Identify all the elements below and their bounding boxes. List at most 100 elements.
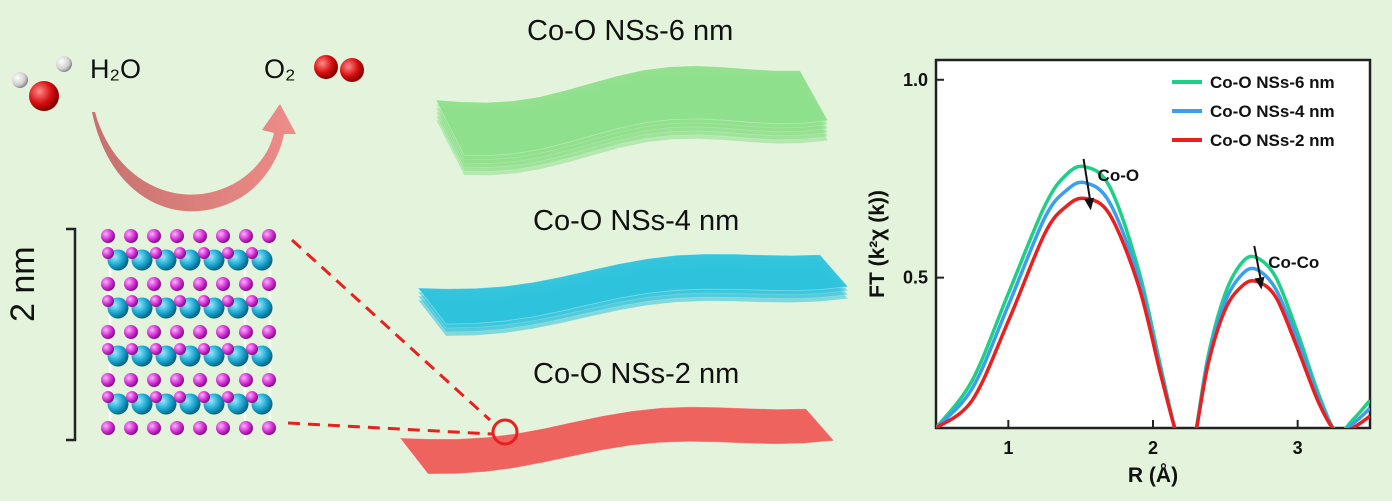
product-label: O₂: [264, 54, 296, 84]
oxygen-atom: [262, 421, 276, 435]
oxygen-atom: [150, 295, 162, 307]
oxygen-atom: [216, 229, 230, 243]
legend-label: Co-O NSs-2 nm: [1210, 131, 1335, 150]
oxygen-atom: [124, 277, 138, 291]
y-tick-label: 1.0: [903, 70, 928, 90]
oxygen-molecule-icon: [314, 55, 364, 82]
annotation-arrow: [1082, 158, 1092, 205]
series-line-2: [936, 180, 1370, 428]
crystal-structure-icon: [101, 229, 276, 440]
scale-bracket: [66, 227, 77, 442]
y-tick-label: 0.5: [903, 268, 928, 288]
oxygen-atom: [150, 391, 162, 403]
annotation-label: Co-Co: [1268, 253, 1319, 272]
oxygen-atom: [101, 373, 115, 387]
oxygen-atom: [198, 391, 210, 403]
series-line-3: [936, 196, 1370, 428]
oxygen-atom: [170, 229, 184, 243]
legend-label: Co-O NSs-4 nm: [1210, 102, 1335, 121]
oxygen-atom: [170, 421, 184, 435]
oxygen-atom: [239, 277, 253, 291]
oxygen-atom: [147, 229, 161, 243]
reactant-label: H₂O: [90, 54, 141, 84]
oxygen-atom: [147, 325, 161, 339]
sheet-label-4nm: Co-O NSs-4 nm: [533, 205, 740, 237]
oxygen-atom: [174, 343, 186, 355]
oxygen-atom: [101, 325, 115, 339]
oxygen-atom: [222, 247, 234, 259]
annotation-arrowhead: [1254, 276, 1265, 290]
oxygen-atom: [124, 373, 138, 387]
oxygen-atom: [216, 277, 230, 291]
annotation-arrowhead: [1084, 197, 1095, 211]
oxygen-atom: [246, 247, 258, 259]
oxygen-atom: [239, 421, 253, 435]
oxygen-atom: [222, 391, 234, 403]
oxygen-atom: [126, 295, 138, 307]
oxygen-atom: [222, 343, 234, 355]
oxygen-atom: [174, 247, 186, 259]
oxygen-atom: [262, 325, 276, 339]
oxygen-atom: [126, 247, 138, 259]
oxygen-atom: [147, 421, 161, 435]
oxygen-atom: [174, 295, 186, 307]
sheet-label-2nm: Co-O NSs-2 nm: [533, 358, 740, 390]
sheet-layer: [417, 253, 849, 325]
x-axis-label: R (Å): [1128, 463, 1178, 487]
oxygen-atom: [193, 325, 207, 339]
oxygen-atom: [216, 373, 230, 387]
x-tick-label: 2: [1148, 438, 1158, 458]
oxygen-atom: [193, 421, 207, 435]
oxygen-atom: [193, 277, 207, 291]
legend-label: Co-O NSs-6 nm: [1210, 73, 1335, 92]
oxygen-atom: [193, 229, 207, 243]
sheet-label-6nm: Co-O NSs-6 nm: [527, 15, 734, 47]
oxygen-atom: [222, 295, 234, 307]
oxygen-atom: [198, 295, 210, 307]
series-line-1: [936, 164, 1370, 428]
oxygen-atom: [101, 421, 115, 435]
oxygen-atom: [170, 373, 184, 387]
annotation-arrow: [1253, 245, 1263, 284]
plot-area: [934, 58, 1372, 430]
oxygen-atom: [246, 391, 258, 403]
annotation-label: Co-O: [1098, 166, 1140, 185]
oxygen-atom: [198, 343, 210, 355]
y-axis-label: FT (k²χ (k)): [866, 190, 889, 298]
oxygen-atom: [262, 229, 276, 243]
oxygen-atom: [170, 325, 184, 339]
sheet-layer: [435, 65, 829, 156]
oxygen-atom: [239, 373, 253, 387]
oxygen-atom: [102, 295, 114, 307]
oxygen-atom: [102, 343, 114, 355]
sheet-layer: [399, 406, 835, 475]
oxygen-atom: [101, 277, 115, 291]
oxygen-atom: [262, 373, 276, 387]
nanosheet-4nm-icon: [417, 253, 849, 337]
oxygen-atom: [124, 229, 138, 243]
oxygen-atom: [239, 325, 253, 339]
oxygen-atom: [102, 247, 114, 259]
oxygen-atom: [147, 373, 161, 387]
x-tick-label: 1: [1003, 438, 1013, 458]
oxygen-atom: [102, 391, 114, 403]
x-tick-label: 3: [1293, 438, 1303, 458]
oxygen-atom: [262, 277, 276, 291]
nanosheet-2nm-icon: [399, 406, 835, 475]
oxygen-atom: [150, 247, 162, 259]
oxygen-atom: [124, 325, 138, 339]
oxygen-atom: [150, 343, 162, 355]
oxygen-atom: [126, 343, 138, 355]
oxygen-atom: [147, 277, 161, 291]
oxygen-atom: [216, 421, 230, 435]
oxygen-atom: [170, 277, 184, 291]
water-molecule-icon: [12, 56, 72, 111]
oxygen-atom: [239, 229, 253, 243]
reaction-arrow-icon: [92, 104, 296, 212]
oxygen-atom: [193, 373, 207, 387]
oxygen-atom: [124, 421, 138, 435]
nanosheet-6nm-icon: [435, 65, 829, 176]
oxygen-atom: [216, 325, 230, 339]
